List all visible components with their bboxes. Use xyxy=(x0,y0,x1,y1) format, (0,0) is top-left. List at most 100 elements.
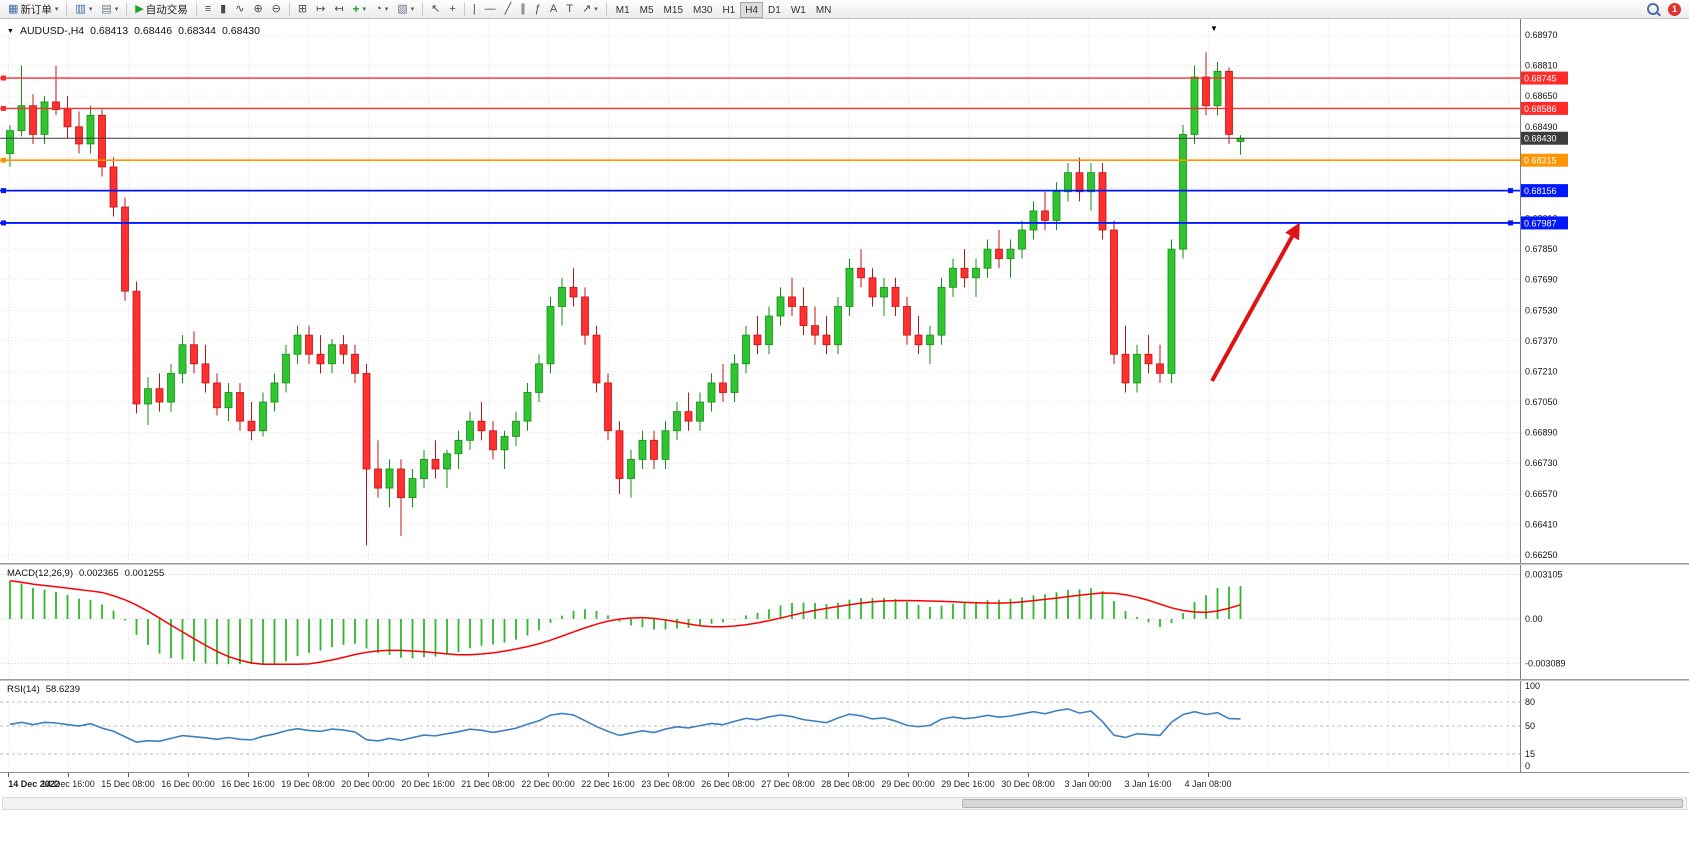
new-order-button[interactable]: ▦ 新订单 ▾ xyxy=(4,1,62,17)
cursor-button[interactable]: ↖ xyxy=(427,1,444,17)
macd-pane: 0.003105 0.00 -0.003089 xyxy=(0,564,1689,680)
price-axis-label: 0.67050 xyxy=(1525,397,1558,407)
caret-down-icon: ▾ xyxy=(54,6,59,13)
auto-trading-button[interactable]: ▶ 自动交易 xyxy=(131,1,191,17)
timeframe-H4-button[interactable]: H4 xyxy=(740,2,764,19)
candle-body xyxy=(995,248,1003,260)
toolbar-separator xyxy=(66,2,68,16)
horizontal-line-button[interactable]: — xyxy=(481,1,500,17)
candle-body xyxy=(834,306,842,346)
label-tool-button[interactable]: T xyxy=(562,1,577,17)
trend-arrow-annotation[interactable] xyxy=(1210,222,1300,382)
level-left-anchor[interactable] xyxy=(1,105,6,111)
horizontal-grid-layer xyxy=(0,34,1520,556)
candle-body xyxy=(1087,172,1095,193)
price-badge xyxy=(1521,71,1568,85)
candle-body xyxy=(259,401,267,432)
vertical-grid-layer xyxy=(8,564,1509,678)
templates-button[interactable]: ▧ ▾ xyxy=(393,1,418,17)
zoom-out-button[interactable]: ⊖ xyxy=(268,1,285,17)
time-axis-label: 20 Dec 00:00 xyxy=(341,779,395,789)
time-axis-label: 19 Dec 08:00 xyxy=(281,779,335,789)
timeframe-M30-button[interactable]: M30 xyxy=(688,2,717,18)
level-right-anchor[interactable] xyxy=(1508,220,1513,226)
candle-body xyxy=(1041,210,1049,221)
candle-body xyxy=(1202,76,1210,107)
candle-body xyxy=(776,296,785,317)
timeframe-M1-button[interactable]: M1 xyxy=(611,2,635,18)
fibonacci-button[interactable]: ƒ xyxy=(531,1,545,17)
price-axis-label: 0.67210 xyxy=(1525,366,1558,376)
timeframe-H1-button[interactable]: H1 xyxy=(717,2,740,18)
crosshair-button[interactable]: + xyxy=(445,1,459,17)
level-left-anchor[interactable] xyxy=(1,188,6,194)
candle-body xyxy=(477,420,486,432)
chart-shift-button[interactable]: ↤ xyxy=(330,1,347,17)
time-axis-tick xyxy=(668,773,669,777)
timeframe-D1-button[interactable]: D1 xyxy=(763,2,786,18)
rsi-scale-label: 15 xyxy=(1525,749,1535,759)
level-left-anchor[interactable] xyxy=(1,220,6,226)
fibonacci-icon: ƒ xyxy=(534,2,541,15)
trendline-button[interactable]: ╱ xyxy=(501,1,516,17)
arrows-tool-button[interactable]: ↗ ▾ xyxy=(578,1,602,17)
candle-body xyxy=(845,267,854,307)
zoom-out-icon: ⊖ xyxy=(271,2,281,15)
level-left-anchor[interactable] xyxy=(1,75,6,81)
auto-scroll-button[interactable]: ↦ xyxy=(312,1,329,17)
templates-icon: ▧ xyxy=(397,2,408,15)
bar-chart-type-button[interactable]: ≡ xyxy=(201,1,215,17)
toolbar-separator xyxy=(463,2,465,16)
indicators-icon: + xyxy=(352,2,360,16)
candle-body xyxy=(569,286,578,298)
timeframe-M5-button[interactable]: M5 xyxy=(635,2,659,18)
channel-button[interactable]: ∥ xyxy=(516,1,530,17)
time-axis-tick xyxy=(908,773,909,777)
horizontal-scrollbar[interactable] xyxy=(2,797,1687,810)
time-axis-tick xyxy=(68,773,69,777)
candle-body xyxy=(558,286,566,307)
level-right-anchor[interactable] xyxy=(1508,188,1513,194)
time-axis-tick xyxy=(848,773,849,777)
toolbar-separator xyxy=(195,2,197,16)
periods-button[interactable]: ◔ ▾ xyxy=(371,1,392,17)
time-axis-label: 29 Dec 16:00 xyxy=(941,779,995,789)
time-axis-label: 16 Dec 16:00 xyxy=(221,779,275,789)
text-tool-button[interactable]: A xyxy=(546,1,561,17)
candle-body xyxy=(213,382,221,409)
candle-chart-type-button[interactable]: ▮ xyxy=(216,1,230,17)
time-axis-label: 15 Dec 08:00 xyxy=(101,779,155,789)
timeframe-MN-button[interactable]: MN xyxy=(811,2,837,18)
scrollbar-thumb[interactable] xyxy=(962,799,1683,808)
candle-body xyxy=(443,453,451,470)
level-left-anchor[interactable] xyxy=(1,157,6,163)
timeframe-M15-button[interactable]: M15 xyxy=(659,2,688,18)
candle-body xyxy=(1144,353,1153,365)
time-axis-label: 27 Dec 08:00 xyxy=(761,779,815,789)
time-axis-tick xyxy=(1088,773,1089,777)
price-badge xyxy=(1521,184,1568,198)
price-axis-label: 0.66890 xyxy=(1525,428,1558,438)
zoom-in-button[interactable]: ⊕ xyxy=(249,1,266,17)
profiles-button[interactable]: ▤ ▾ xyxy=(97,1,122,17)
notifications-button[interactable]: 1 xyxy=(1664,1,1685,17)
candle-body xyxy=(109,166,118,208)
tile-windows-button[interactable]: ⊞ xyxy=(294,1,311,17)
candle-body xyxy=(949,267,957,288)
candle-body xyxy=(282,353,290,384)
indicators-button[interactable]: + ▾ xyxy=(349,1,371,17)
search-button[interactable] xyxy=(1643,1,1663,17)
timeframe-W1-button[interactable]: W1 xyxy=(786,2,811,18)
line-chart-type-button[interactable]: ∿ xyxy=(231,1,248,17)
candle-body xyxy=(1167,248,1176,374)
candle-body xyxy=(615,430,624,479)
time-axis-label: 4 Jan 08:00 xyxy=(1184,779,1232,789)
bar-marker-icon: ▼ xyxy=(1210,24,1218,33)
vertical-line-button[interactable]: | xyxy=(469,1,480,17)
caret-down-icon: ▾ xyxy=(114,6,119,13)
toolbar-separator xyxy=(605,2,607,16)
time-axis-tick xyxy=(1148,773,1149,777)
candle-body xyxy=(661,430,670,460)
new-chart-button[interactable]: ▥ ▾ xyxy=(71,1,96,17)
